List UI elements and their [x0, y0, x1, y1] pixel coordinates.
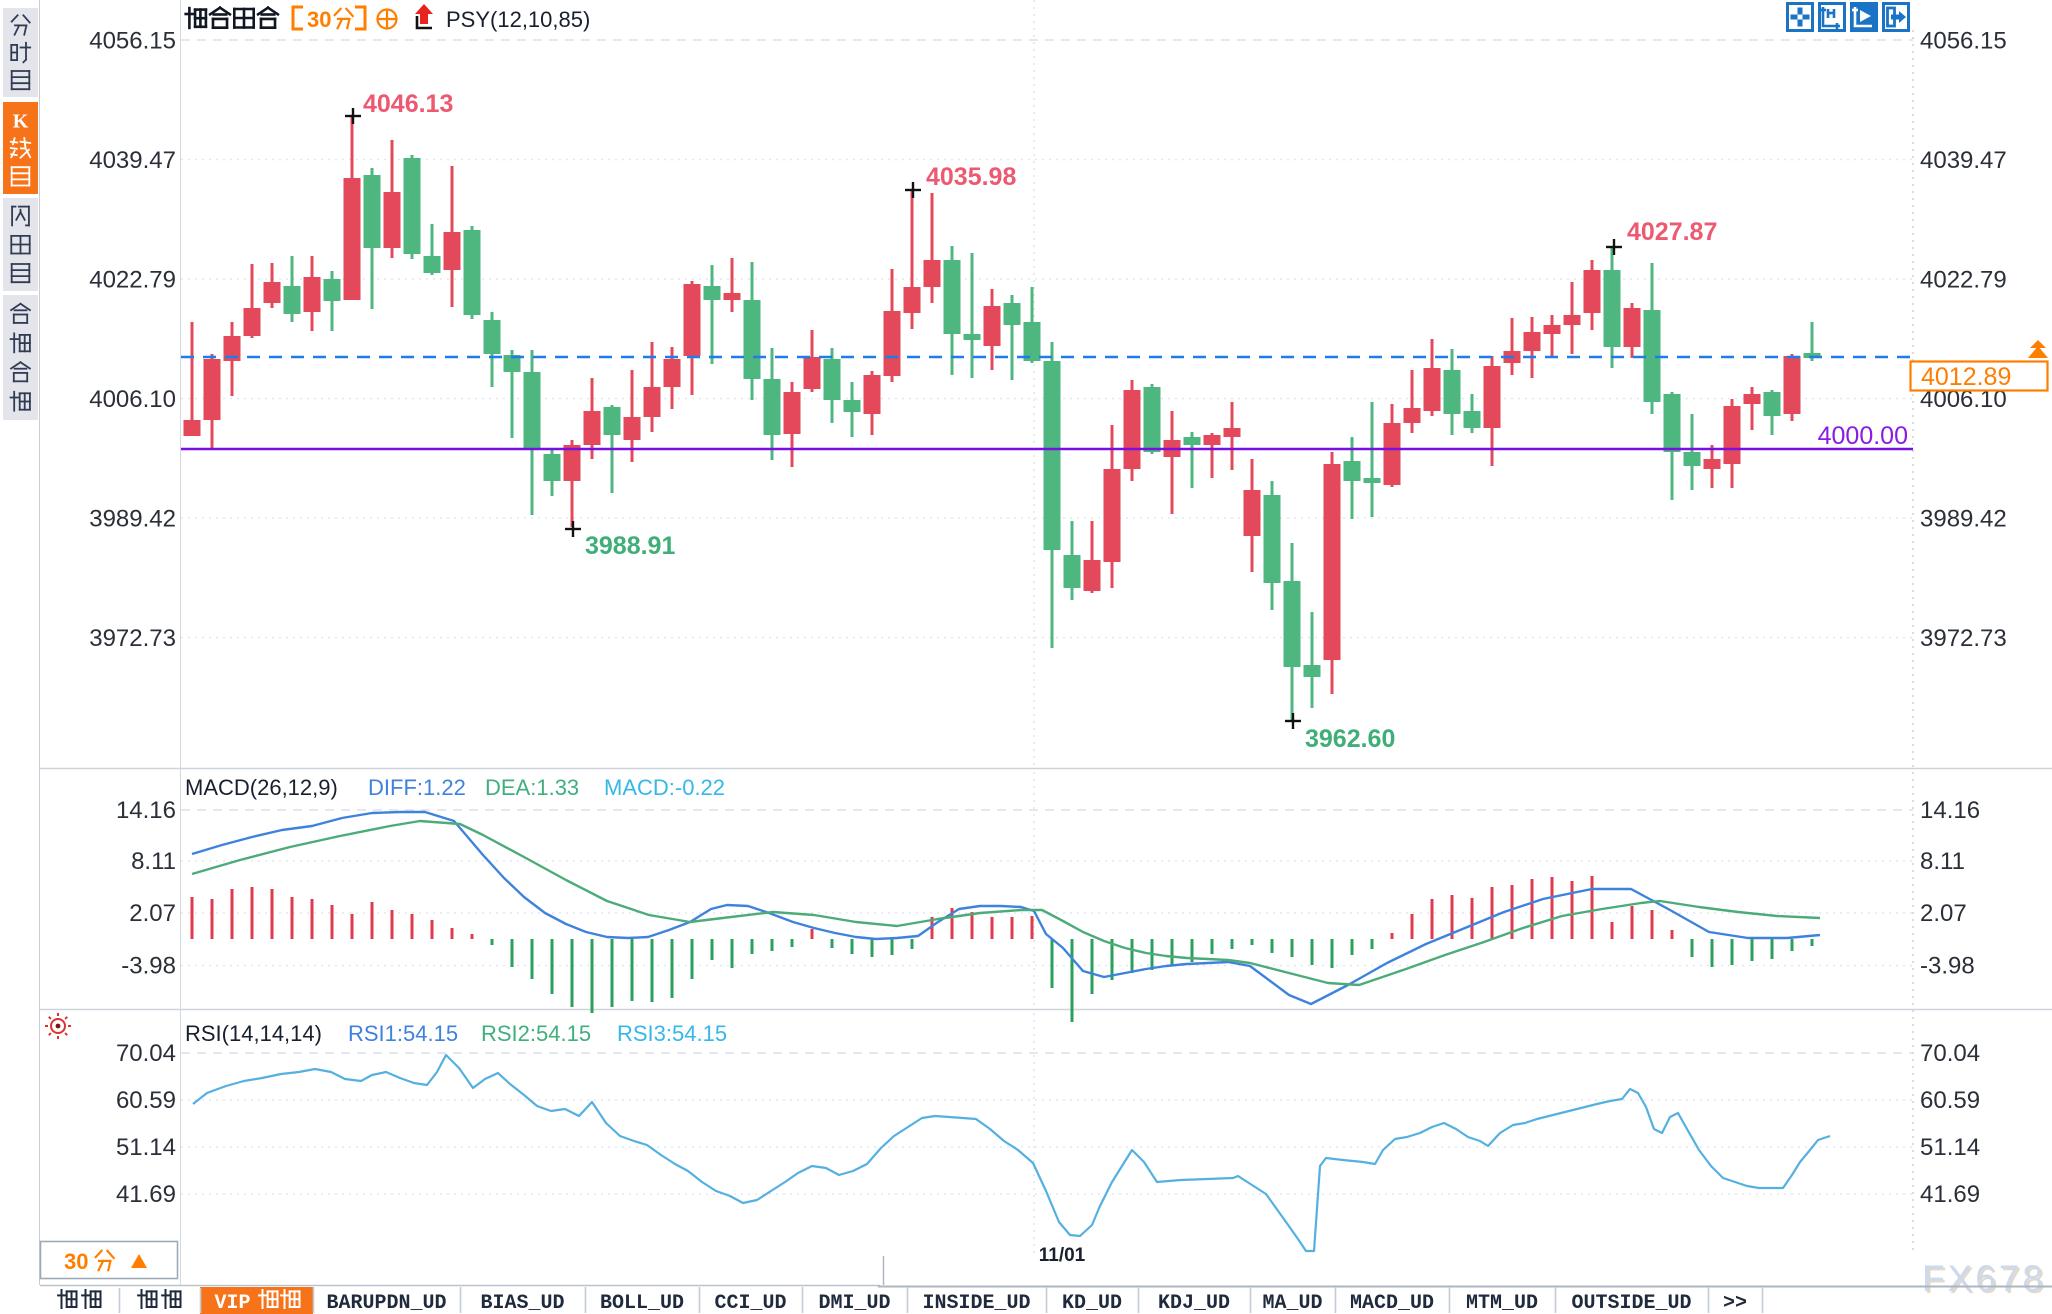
svg-text:>>: >>	[1723, 1292, 1747, 1314]
svg-text:4006.10: 4006.10	[89, 386, 176, 413]
svg-text:FX678: FX678	[1924, 1260, 2048, 1301]
svg-text:70.04: 70.04	[116, 1040, 176, 1067]
svg-text:14.16: 14.16	[116, 797, 176, 824]
svg-text:3988.91: 3988.91	[585, 532, 675, 560]
svg-text:MACD:-0.22: MACD:-0.22	[604, 775, 725, 800]
svg-text:14.16: 14.16	[1920, 797, 1980, 824]
svg-text:MA_UD: MA_UD	[1262, 1292, 1322, 1314]
svg-text:FX678: FX678	[1922, 1258, 2046, 1299]
svg-text:RSI(14,14,14): RSI(14,14,14)	[185, 1021, 322, 1046]
svg-text:4022.79: 4022.79	[89, 267, 176, 294]
svg-text:MTM_UD: MTM_UD	[1466, 1292, 1538, 1314]
svg-text:DEA:1.33: DEA:1.33	[485, 775, 579, 800]
svg-text:KDJ_UD: KDJ_UD	[1158, 1292, 1230, 1314]
svg-text:70.04: 70.04	[1920, 1040, 1980, 1067]
svg-text:-3.98: -3.98	[121, 953, 176, 980]
svg-text:4056.15: 4056.15	[89, 28, 176, 55]
svg-text:RSI3:54.15: RSI3:54.15	[617, 1021, 727, 1046]
svg-text:3962.60: 3962.60	[1305, 725, 1395, 753]
svg-text:VIP: VIP	[214, 1292, 250, 1314]
svg-text:30: 30	[307, 7, 331, 32]
svg-text:RSI1:54.15: RSI1:54.15	[348, 1021, 458, 1046]
svg-text:K: K	[13, 110, 29, 132]
svg-text:51.14: 51.14	[116, 1134, 176, 1161]
svg-text:4022.79: 4022.79	[1920, 267, 2007, 294]
svg-text:DIFF:1.22: DIFF:1.22	[368, 775, 466, 800]
svg-text:4012.89: 4012.89	[1921, 363, 2011, 391]
svg-text:INSIDE_UD: INSIDE_UD	[922, 1292, 1030, 1314]
svg-text:41.69: 41.69	[1920, 1181, 1980, 1208]
svg-text:-3.98: -3.98	[1920, 953, 1975, 980]
svg-text:PSY(12,10,85): PSY(12,10,85)	[446, 7, 590, 32]
svg-text:2.07: 2.07	[1920, 900, 1967, 927]
svg-text:60.59: 60.59	[1920, 1087, 1980, 1114]
svg-text:CCI_UD: CCI_UD	[714, 1292, 786, 1314]
svg-text:DMI_UD: DMI_UD	[818, 1292, 890, 1314]
svg-text:BARUPDN_UD: BARUPDN_UD	[326, 1292, 446, 1314]
svg-text:3972.73: 3972.73	[1920, 625, 2007, 652]
svg-text:4000.00: 4000.00	[1818, 422, 1908, 450]
svg-text:KD_UD: KD_UD	[1062, 1292, 1122, 1314]
svg-text:4039.47: 4039.47	[1920, 147, 2007, 174]
svg-text:RSI2:54.15: RSI2:54.15	[481, 1021, 591, 1046]
svg-text:MACD(26,12,9): MACD(26,12,9)	[185, 775, 338, 800]
svg-text:4046.13: 4046.13	[363, 90, 453, 118]
svg-text:4056.15: 4056.15	[1920, 28, 2007, 55]
svg-text:3989.42: 3989.42	[89, 506, 176, 533]
svg-text:41.69: 41.69	[116, 1181, 176, 1208]
svg-text:30: 30	[64, 1249, 88, 1274]
svg-text:OUTSIDE_UD: OUTSIDE_UD	[1571, 1292, 1691, 1314]
svg-text:2.07: 2.07	[129, 900, 176, 927]
svg-text:3989.42: 3989.42	[1920, 506, 2007, 533]
svg-text:51.14: 51.14	[1920, 1134, 1980, 1161]
svg-text:BIAS_UD: BIAS_UD	[480, 1292, 564, 1314]
svg-text:MACD_UD: MACD_UD	[1350, 1292, 1434, 1314]
svg-text:8.11: 8.11	[131, 848, 176, 875]
svg-text:BOLL_UD: BOLL_UD	[600, 1292, 684, 1314]
svg-text:11/01: 11/01	[1039, 1245, 1086, 1266]
svg-text:4039.47: 4039.47	[89, 147, 176, 174]
svg-text:3972.73: 3972.73	[89, 625, 176, 652]
svg-text:4035.98: 4035.98	[926, 163, 1016, 191]
svg-text:4027.87: 4027.87	[1627, 218, 1717, 246]
svg-text:60.59: 60.59	[116, 1087, 176, 1114]
svg-text:8.11: 8.11	[1920, 848, 1965, 875]
